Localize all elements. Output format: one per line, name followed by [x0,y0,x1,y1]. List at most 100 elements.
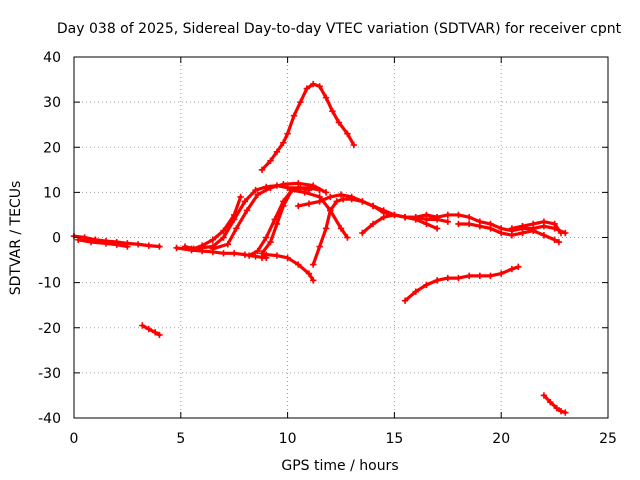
data-point [316,198,323,205]
data-point [551,220,558,228]
data-point [337,225,345,232]
data-point [359,229,366,237]
data-point [290,112,298,119]
series-trace-20 [540,392,569,416]
data-point [280,202,287,210]
data-point [339,195,347,203]
data-point [316,83,323,90]
y-tick-label: 20 [43,140,61,156]
series-trace-13 [295,191,441,232]
data-point [547,399,554,406]
data-point [553,404,560,412]
data-point [254,247,261,255]
data-point [305,186,313,194]
data-point [476,272,484,280]
data-point [508,265,516,273]
data-point [231,250,238,257]
data-point [220,250,227,257]
data-point [241,251,249,258]
data-point [145,242,152,249]
y-tick-label: 0 [52,231,61,247]
data-point [519,229,526,237]
data-point [156,331,163,339]
data-point [233,225,240,232]
series-trace-9 [258,184,313,257]
data-point [241,198,249,205]
x-tick-label: 25 [599,431,617,447]
data-point [288,186,296,194]
data-point [465,213,473,221]
data-point [263,251,270,258]
data-point [316,243,323,250]
data-point [498,229,505,237]
data-point [487,225,494,232]
x-tick-label: 5 [176,431,185,447]
data-point [555,238,563,246]
y-tick-label: -40 [38,411,61,427]
data-point [423,216,430,223]
data-point [273,148,281,155]
y-axis-label: SDTVAR / TECUs [8,181,24,296]
series-trace-14 [359,211,441,237]
data-point [310,261,317,268]
data-point [433,213,441,221]
data-point [305,200,313,207]
data-point [380,213,387,221]
y-tick-label: 40 [43,50,61,66]
series-trace-7 [209,180,330,252]
data-point [540,392,548,399]
x-tick-label: 10 [279,431,297,447]
data-point [465,272,473,280]
grid-lines [74,57,608,418]
data-point [284,184,291,192]
data-point [124,243,131,250]
y-tick-label: -20 [38,321,61,337]
data-point [455,274,462,282]
y-tick-label: 10 [43,185,61,201]
data-point [243,207,251,214]
data-point [455,211,462,219]
data-point [156,243,163,250]
series-line [542,393,567,415]
data-point [359,198,366,205]
data-point [412,213,419,221]
series-line [247,188,350,258]
data-point [369,220,377,228]
x-axis-label: GPS time / hours [281,458,398,474]
data-point [145,325,152,333]
data-point [209,236,217,243]
data-point [327,193,334,201]
data-point [87,238,95,246]
data-point [322,94,330,101]
data-point [284,254,291,262]
data-point [423,281,430,289]
x-axis-ticks: 0 5 10 15 20 25 [70,57,617,447]
data-point [391,211,398,219]
data-point [487,272,494,280]
data-point [181,243,189,250]
series-line [211,181,328,251]
data-point [344,234,351,241]
chart-title: Day 038 of 2025, Sidereal Day-to-day VTE… [57,21,622,37]
data-point [433,225,441,232]
data-point [350,141,358,149]
data-point [151,329,159,336]
y-tick-label: -30 [38,366,61,382]
data-point [444,218,451,225]
series-trace-2 [75,236,131,250]
data-point [348,193,355,201]
series-trace-19 [519,223,563,246]
data-point [284,130,291,137]
data-point [231,216,238,223]
data-point [258,166,266,174]
series-trace-12 [310,195,451,268]
data-point [515,263,522,271]
data-point [280,181,287,188]
data-point [476,223,484,230]
data-point [519,223,526,230]
data-point [562,409,569,416]
data-point [139,322,146,329]
data-point [245,252,253,259]
data-point [254,191,261,198]
data-point [267,157,274,164]
